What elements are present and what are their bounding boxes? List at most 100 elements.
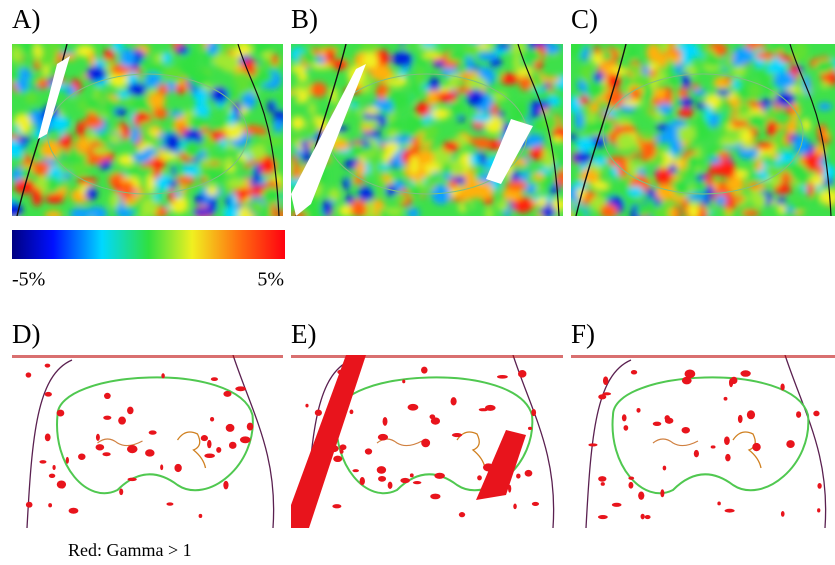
gamma-fail <box>103 415 112 420</box>
heatmap-spot <box>499 72 520 85</box>
heatmap-spot <box>683 168 700 176</box>
heatmap-spot <box>593 71 605 83</box>
contour <box>602 73 804 195</box>
heatmap-spot <box>446 51 468 62</box>
heatmap-spot <box>88 51 96 67</box>
heatmap-spot <box>773 71 796 89</box>
heatmap-spot <box>773 183 793 195</box>
heatmap-spot <box>409 154 419 175</box>
heatmap-spot <box>25 91 38 104</box>
gamma-fail <box>780 383 785 391</box>
heatmap-spot <box>405 116 424 136</box>
heatmap-spot <box>677 87 689 100</box>
heatmap-spot <box>291 93 300 102</box>
gamma-fail <box>628 476 635 480</box>
gamma-fail <box>752 442 761 452</box>
gamma-fail <box>571 355 835 358</box>
gamma-fail <box>662 465 667 471</box>
gamma-fail <box>693 449 699 458</box>
gamma-fail <box>409 473 414 478</box>
heatmap-spot <box>777 203 786 215</box>
heatmap-spot <box>722 58 732 70</box>
heatmap-spot <box>571 133 578 142</box>
heatmap-spot <box>253 70 273 84</box>
heatmap-spot <box>639 133 656 142</box>
gamma-fail <box>235 386 247 392</box>
heatmap-spot <box>687 202 700 216</box>
heatmap-spot <box>679 97 694 108</box>
heatmap-spot <box>428 77 440 93</box>
heatmap-spot <box>307 140 315 148</box>
gamma-fail <box>78 453 86 460</box>
heatmap-spot <box>219 137 227 149</box>
heatmap-spot <box>510 157 528 166</box>
gamma-fail <box>332 504 342 509</box>
gamma-fail <box>723 396 728 401</box>
heatmap-spot <box>715 194 727 206</box>
gamma-fail <box>644 515 651 520</box>
gamma-fail <box>239 436 251 444</box>
heatmap-spot <box>534 172 544 181</box>
heatmap-spot <box>646 44 661 63</box>
heatmap-spot <box>407 207 420 216</box>
gamma-fail <box>684 369 696 379</box>
heatmap-spot <box>176 175 196 185</box>
heatmap-spot <box>32 160 50 177</box>
heatmap-spot <box>521 49 542 64</box>
heatmap-spot <box>731 65 747 78</box>
heatmap-spot <box>363 145 376 153</box>
heatmap-spot <box>747 166 755 186</box>
heatmap-spot <box>391 51 413 67</box>
heatmap-spot <box>45 193 65 204</box>
heatmap-spot <box>302 145 311 164</box>
heatmap-spot <box>34 44 42 59</box>
heatmap-spot <box>222 124 244 140</box>
heatmap-spot <box>222 44 241 50</box>
gamma-fail <box>710 445 716 449</box>
heatmap-spot <box>628 186 644 197</box>
heatmap-spot <box>754 158 763 172</box>
heatmap-spot <box>431 107 450 120</box>
heatmap-spot <box>772 44 785 53</box>
heatmap-spot <box>175 84 186 95</box>
heatmap-spot <box>663 127 679 140</box>
gamma-fail <box>246 422 254 431</box>
gamma-fail <box>339 444 347 451</box>
heatmap-spot <box>273 119 283 133</box>
heatmap-spot <box>179 110 196 117</box>
gamma-fail <box>450 397 457 406</box>
heatmap-spot <box>512 52 521 73</box>
heatmap-spot <box>495 44 513 50</box>
heatmap-spot <box>95 85 102 103</box>
heatmap-spot <box>124 167 142 177</box>
heatmap-spot <box>828 69 835 87</box>
heatmap-spot <box>297 72 309 82</box>
heatmap-spot <box>109 192 120 209</box>
heatmap-spot <box>621 99 643 107</box>
heatmap-spot <box>76 121 86 138</box>
gamma-fail <box>421 438 431 448</box>
heatmap-spot <box>77 136 91 152</box>
gamma-fail <box>434 472 445 479</box>
heatmap-spot <box>632 73 653 89</box>
heatmap-spot <box>433 60 445 68</box>
heatmap-spot <box>374 49 390 68</box>
heatmap <box>291 44 563 216</box>
heatmap-spot <box>198 157 205 175</box>
heatmap-spot <box>45 44 62 54</box>
heatmap-spot <box>784 131 791 146</box>
heatmap-spot <box>82 116 104 129</box>
heatmap-spot <box>291 116 306 131</box>
heatmap-spot <box>574 111 584 131</box>
heatmap-spot <box>258 156 277 175</box>
gamma-map <box>571 355 835 528</box>
gamma-fail <box>636 407 641 413</box>
gamma-fail <box>602 392 612 396</box>
outline <box>517 44 560 216</box>
heatmap-spot <box>636 168 647 175</box>
heatmap-spot <box>692 88 707 96</box>
heatmap-spot <box>162 51 172 65</box>
heatmap-spot <box>737 147 759 160</box>
heatmap-spot <box>466 88 484 107</box>
heatmap-spot <box>241 90 257 110</box>
